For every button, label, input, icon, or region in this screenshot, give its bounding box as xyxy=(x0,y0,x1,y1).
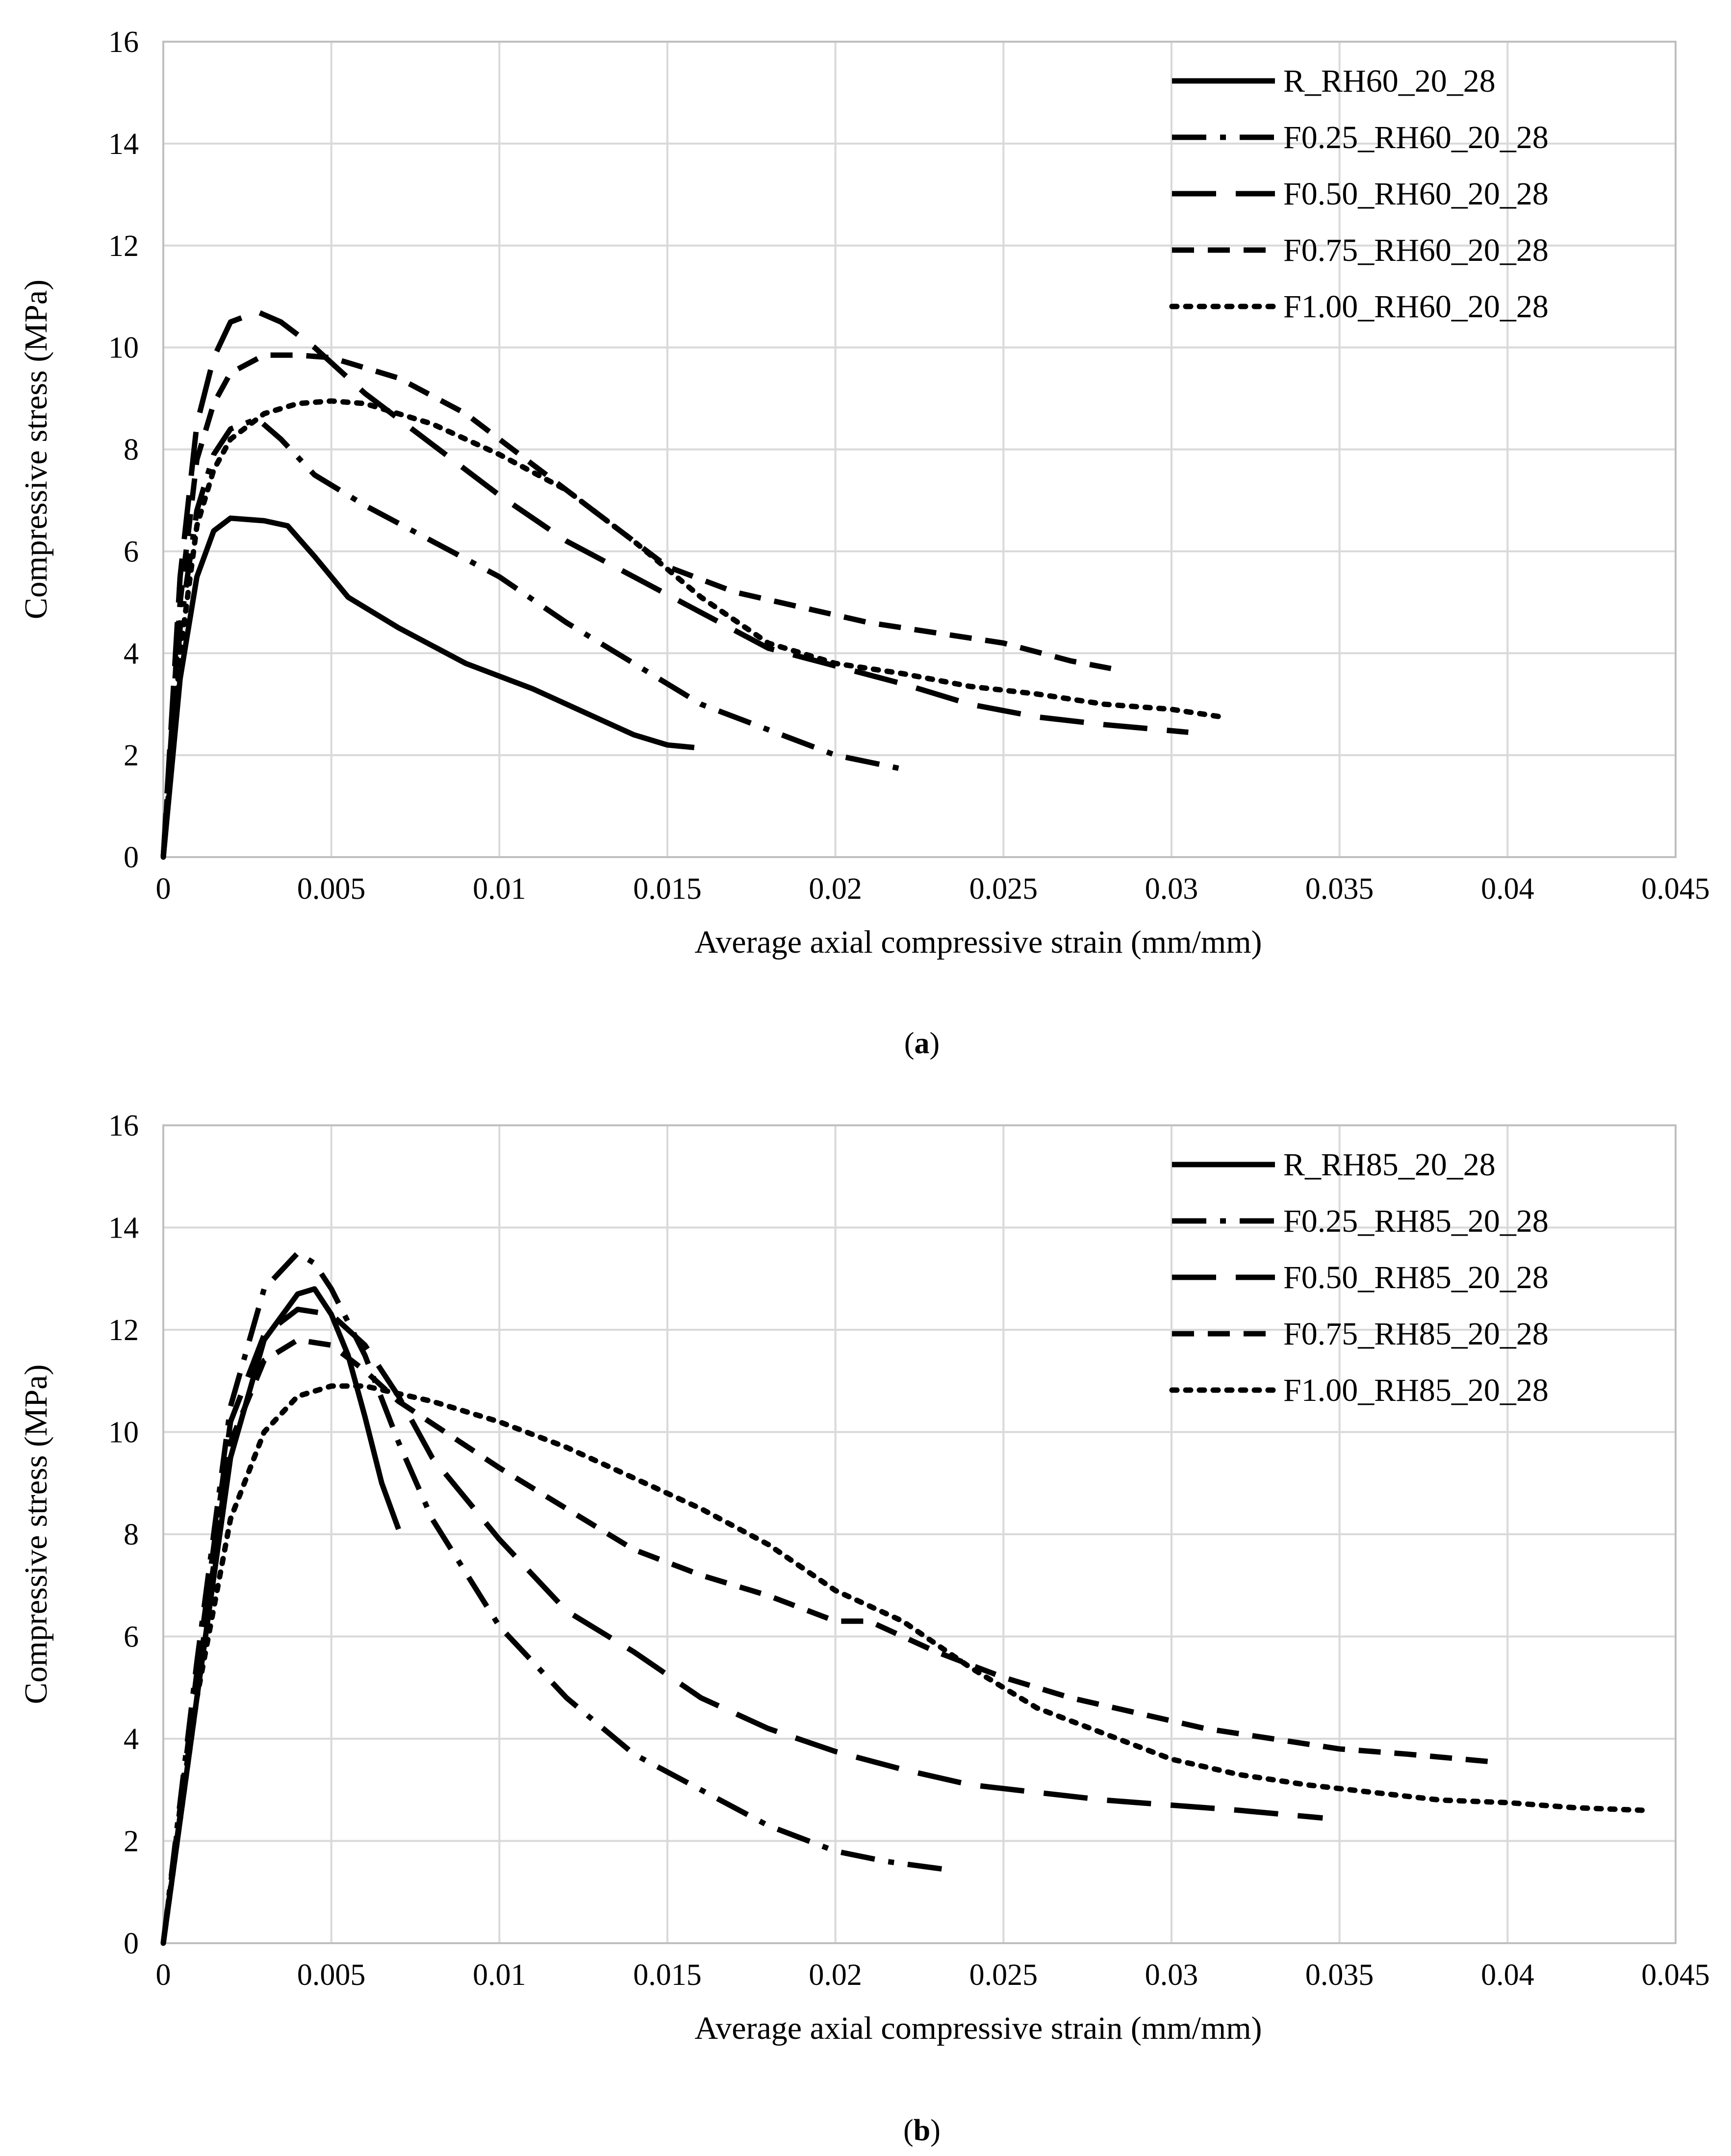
x-axis-label: Average axial compressive strain (mm/mm) xyxy=(694,924,1262,960)
y-tick-label: 14 xyxy=(108,127,139,161)
y-tick-label: 8 xyxy=(124,433,139,467)
y-tick-label: 8 xyxy=(124,1518,139,1551)
x-tick-label: 0.045 xyxy=(1641,1958,1710,1992)
caption-close-paren: ) xyxy=(930,2114,941,2147)
series-line-F0.50_RH60_20_28 xyxy=(160,309,1189,858)
legend-label: F0.50_RH60_20_28 xyxy=(1283,176,1549,212)
x-tick-label: 0.04 xyxy=(1481,1958,1534,1992)
x-tick-label: 0.035 xyxy=(1305,1958,1374,1992)
legend: R_RH85_20_28 F0.25_RH85_20_28 F0.50_RH85_2… xyxy=(1169,1147,1549,1408)
y-tick-label: 16 xyxy=(108,25,139,59)
legend: R_RH60_20_28 F0.25_RH60_20_28 F0.50_RH60_2… xyxy=(1169,63,1549,325)
legend-label: F0.50_RH85_20_28 xyxy=(1283,1260,1549,1295)
x-tick-label: 0.01 xyxy=(473,872,526,906)
y-tick-label: 6 xyxy=(124,535,139,568)
series-line-F1.00_RH85_20_28 xyxy=(160,1383,1645,1946)
series-line-R_RH85_20_28 xyxy=(160,1286,401,1944)
y-tick-label: 2 xyxy=(124,739,139,772)
legend-label: F0.75_RH60_20_28 xyxy=(1283,232,1549,268)
y-tick-label: 12 xyxy=(108,1314,139,1347)
x-tick-label: 0.025 xyxy=(969,1958,1038,1992)
x-tick-label: 0.035 xyxy=(1305,872,1374,906)
legend-label: F0.75_RH85_20_28 xyxy=(1283,1316,1549,1352)
y-tick-label: 0 xyxy=(124,1927,139,1960)
x-tick-label: 0.015 xyxy=(633,872,702,906)
y-axis-label: Compressive stress (MPa) xyxy=(18,1365,54,1704)
y-tick-label: 10 xyxy=(108,331,139,365)
series-line-F0.25_RH60_20_28 xyxy=(160,416,910,858)
y-tick-label: 16 xyxy=(108,1109,139,1142)
x-tick-label: 0.03 xyxy=(1145,872,1198,906)
x-tick-label: 0.02 xyxy=(809,872,862,906)
series-line-F0.50_RH85_20_28 xyxy=(160,1306,1323,1944)
x-tick-label: 0.015 xyxy=(633,1958,702,1992)
legend-label: R_RH85_20_28 xyxy=(1283,1147,1496,1183)
x-tick-label: 0.005 xyxy=(297,1958,366,1992)
y-tick-label: 4 xyxy=(124,1723,139,1756)
chart-panel-b: 0 0.005 0.01 0.015 0.02 0.025 0.03 0.035 0.04 0.0… xyxy=(18,1109,1710,2147)
x-axis-label: Average axial compressive strain (mm/mm) xyxy=(694,2010,1262,2046)
legend-label: F0.25_RH85_20_28 xyxy=(1283,1203,1549,1239)
legend-label: R_RH60_20_28 xyxy=(1283,63,1496,99)
y-tick-label: 14 xyxy=(108,1212,139,1245)
x-tick-label: 0 xyxy=(156,1958,171,1992)
x-tick-label: 0.01 xyxy=(473,1958,526,1992)
series-line-F0.25_RH85_20_28 xyxy=(160,1250,943,1944)
caption-letter: a xyxy=(915,1027,930,1060)
plot-area-frame xyxy=(162,1124,1677,1944)
y-tick-label: 2 xyxy=(124,1825,139,1858)
series-line-F0.75_RH85_20_28 xyxy=(160,1337,1491,1944)
panel-caption: (b) xyxy=(903,2114,941,2147)
x-tick-label: 0.005 xyxy=(297,872,366,906)
y-axis-label: Compressive stress (MPa) xyxy=(18,279,54,619)
panel-caption: (a) xyxy=(904,1027,940,1060)
x-tick-label: 0.04 xyxy=(1481,872,1534,906)
x-tick-label: 0.025 xyxy=(969,872,1038,906)
x-tick-label: 0.045 xyxy=(1641,872,1710,906)
caption-letter: b xyxy=(914,2114,930,2147)
y-tick-label: 12 xyxy=(108,229,139,263)
y-tick-label: 10 xyxy=(108,1416,139,1449)
x-tick-label: 0 xyxy=(156,872,171,906)
plot-area-frame xyxy=(162,41,1677,858)
y-tick-label: 6 xyxy=(124,1621,139,1654)
legend-label: F0.25_RH60_20_28 xyxy=(1283,120,1549,155)
x-tick-label: 0.03 xyxy=(1145,1958,1198,1992)
series-line-R_RH60_20_28 xyxy=(160,515,695,858)
series-line-F1.00_RH60_20_28 xyxy=(160,398,1225,860)
x-tick-label: 0.02 xyxy=(809,1958,862,1992)
caption-open-paren: ( xyxy=(904,1027,915,1060)
caption-open-paren: ( xyxy=(903,2114,914,2147)
series-line-F0.75_RH60_20_28 xyxy=(160,352,1112,858)
y-tick-label: 0 xyxy=(124,841,139,874)
legend-label: F1.00_RH85_20_28 xyxy=(1283,1372,1549,1408)
chart-panel-a: 0 0.005 0.01 0.015 0.02 0.025 0.03 0.035 0.04 0.0… xyxy=(18,25,1710,1060)
y-tick-label: 4 xyxy=(124,637,139,670)
legend-label: F1.00_RH60_20_28 xyxy=(1283,289,1549,325)
caption-close-paren: ) xyxy=(930,1027,940,1060)
